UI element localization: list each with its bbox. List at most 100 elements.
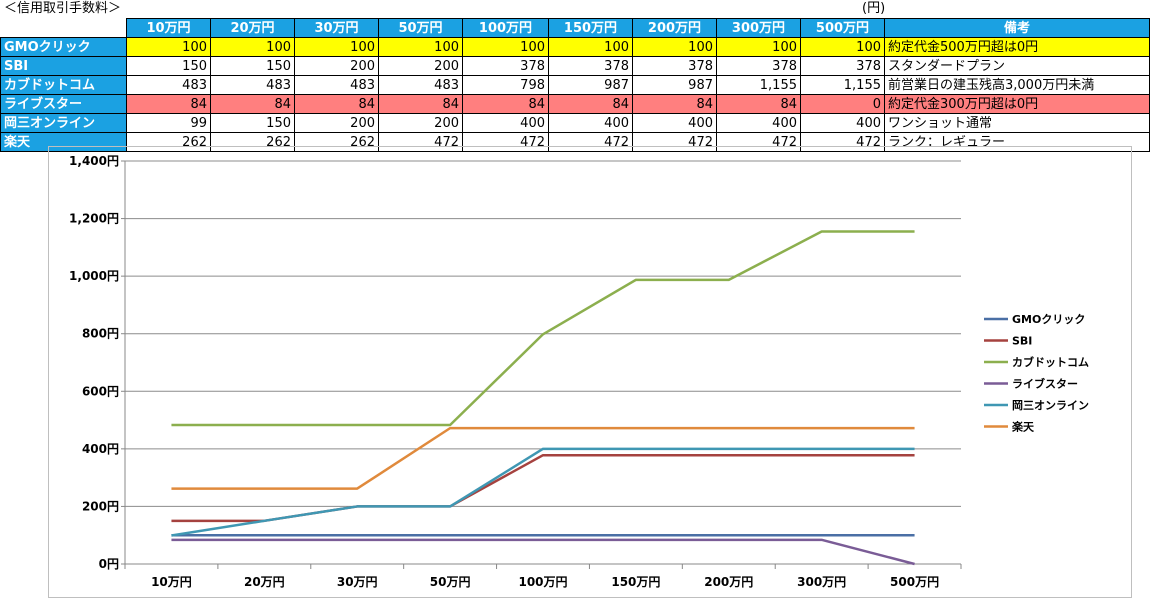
fee-cell: 0	[800, 94, 885, 114]
broker-name: ライブスター	[0, 94, 127, 114]
fee-cell: 84	[548, 94, 633, 114]
x-tick-label: 200万円	[704, 575, 753, 589]
legend-label: GMOクリック	[1012, 313, 1085, 326]
col-header: 30万円	[294, 18, 379, 38]
legend-label: SBI	[1012, 335, 1032, 348]
x-tick-label: 10万円	[151, 575, 192, 589]
col-header: 20万円	[210, 18, 295, 38]
fee-cell: 100	[632, 37, 717, 57]
fee-cell: 99	[126, 113, 211, 133]
fee-cell: 200	[294, 113, 379, 133]
y-tick-label: 600円	[82, 384, 119, 398]
y-tick-label: 1,200円	[69, 212, 119, 226]
x-tick-label: 100万円	[518, 575, 567, 589]
fee-cell: 1,155	[716, 75, 801, 95]
fee-cell: 378	[548, 56, 633, 76]
unit-label: (円)	[862, 1, 886, 16]
table-row: GMOクリック 100 100 100 100 100 100 100 100 100 約定代金50…	[0, 37, 1150, 57]
fee-cell: 100	[294, 37, 379, 57]
fee-cell: 150	[126, 56, 211, 76]
fee-cell: 1,155	[800, 75, 885, 95]
x-tick-label: 30万円	[337, 575, 378, 589]
fee-cell: 472	[378, 132, 463, 152]
fee-cell: 84	[294, 94, 379, 114]
fee-cell: 400	[632, 113, 717, 133]
fee-cell: 483	[126, 75, 211, 95]
fee-cell: 84	[378, 94, 463, 114]
fee-cell: 100	[210, 37, 295, 57]
col-header: 100万円	[462, 18, 549, 38]
fee-cell: 100	[126, 37, 211, 57]
fee-cell: 378	[632, 56, 717, 76]
table-row: SBI 150 150 200 200 378 378 378 378 378 スタンダードプラン	[0, 56, 1150, 76]
note-cell: ワンショット通常	[884, 113, 1150, 133]
y-tick-label: 200円	[82, 499, 119, 513]
fee-cell: 100	[716, 37, 801, 57]
fee-cell: 100	[462, 37, 549, 57]
broker-name: 岡三オンライン	[0, 113, 127, 133]
fee-cell: 987	[548, 75, 633, 95]
fee-cell: 472	[800, 132, 885, 152]
fee-cell: 472	[462, 132, 549, 152]
x-tick-label: 20万円	[244, 575, 285, 589]
line-chart: 0円 200円 400円 600円 800円 1,000円 1,200円 1,400円 10万円…	[69, 154, 1089, 589]
y-tick-label: 1,400円	[69, 154, 119, 168]
broker-name: SBI	[0, 56, 127, 76]
series-line-4	[171, 538, 915, 566]
fee-cell: 400	[716, 113, 801, 133]
fee-cell: 100	[378, 37, 463, 57]
broker-name: カブドットコム	[0, 75, 127, 95]
legend-label: 楽天	[1011, 420, 1035, 434]
col-header: 150万円	[548, 18, 633, 38]
x-tick-label: 50万円	[430, 575, 471, 589]
fee-cell: 84	[632, 94, 717, 114]
col-header: 10万円	[126, 18, 211, 38]
broker-name: GMOクリック	[0, 37, 127, 57]
series-line-3	[171, 230, 915, 427]
note-cell: スタンダードプラン	[884, 56, 1150, 76]
fee-cell: 262	[210, 132, 295, 152]
note-header: 備考	[884, 18, 1150, 38]
fee-cell: 798	[462, 75, 549, 95]
x-tick-label: 300万円	[797, 575, 846, 589]
col-header: 300万円	[716, 18, 801, 38]
fee-cell: 472	[716, 132, 801, 152]
table-row: 岡三オンライン 99 150 200 200 400 400 400 400 400 ワンショット通…	[0, 113, 1150, 133]
series-line-5	[171, 447, 915, 537]
table-row: 楽天 262 262 262 472 472 472 472 472 472 ランク：レギュラー	[0, 132, 1150, 152]
y-tick-label: 1,000円	[69, 269, 119, 283]
fee-cell: 987	[632, 75, 717, 95]
fee-cell: 200	[294, 56, 379, 76]
col-header: 200万円	[632, 18, 717, 38]
fee-cell: 84	[462, 94, 549, 114]
fee-cell: 378	[462, 56, 549, 76]
fee-cell: 483	[378, 75, 463, 95]
note-cell: 約定代金300万円超は0円	[884, 94, 1150, 114]
y-tick-label: 400円	[82, 442, 119, 456]
fee-cell: 84	[210, 94, 295, 114]
fee-cell: 483	[210, 75, 295, 95]
fee-cell: 100	[548, 37, 633, 57]
note-cell: 前営業日の建玉残高3,000万円未満	[884, 75, 1150, 95]
fee-cell: 378	[716, 56, 801, 76]
legend-label: ライブスター	[1012, 377, 1078, 391]
fee-cell: 100	[800, 37, 885, 57]
y-tick-label: 0円	[99, 557, 119, 571]
y-tick-label: 800円	[82, 327, 119, 341]
note-cell: 約定代金500万円超は0円	[884, 37, 1150, 57]
fee-cell: 150	[210, 113, 295, 133]
fee-cell: 150	[210, 56, 295, 76]
fee-cell: 483	[294, 75, 379, 95]
header-row: 10万円 20万円 30万円 50万円 100万円 150万円 200万円 30…	[0, 18, 1150, 38]
fee-cell: 84	[126, 94, 211, 114]
col-header: 500万円	[800, 18, 885, 38]
series-line-6	[171, 426, 915, 490]
x-tick-label: 150万円	[611, 575, 660, 589]
legend-label: 岡三オンライン	[1012, 399, 1089, 412]
table-title: ＜信用取引手数料＞	[4, 1, 122, 16]
fee-cell: 378	[800, 56, 885, 76]
fee-cell: 84	[716, 94, 801, 114]
fee-table: 10万円 20万円 30万円 50万円 100万円 150万円 200万円 30…	[0, 18, 1150, 152]
note-cell: ランク：レギュラー	[884, 132, 1150, 152]
broker-name: 楽天	[0, 132, 127, 152]
